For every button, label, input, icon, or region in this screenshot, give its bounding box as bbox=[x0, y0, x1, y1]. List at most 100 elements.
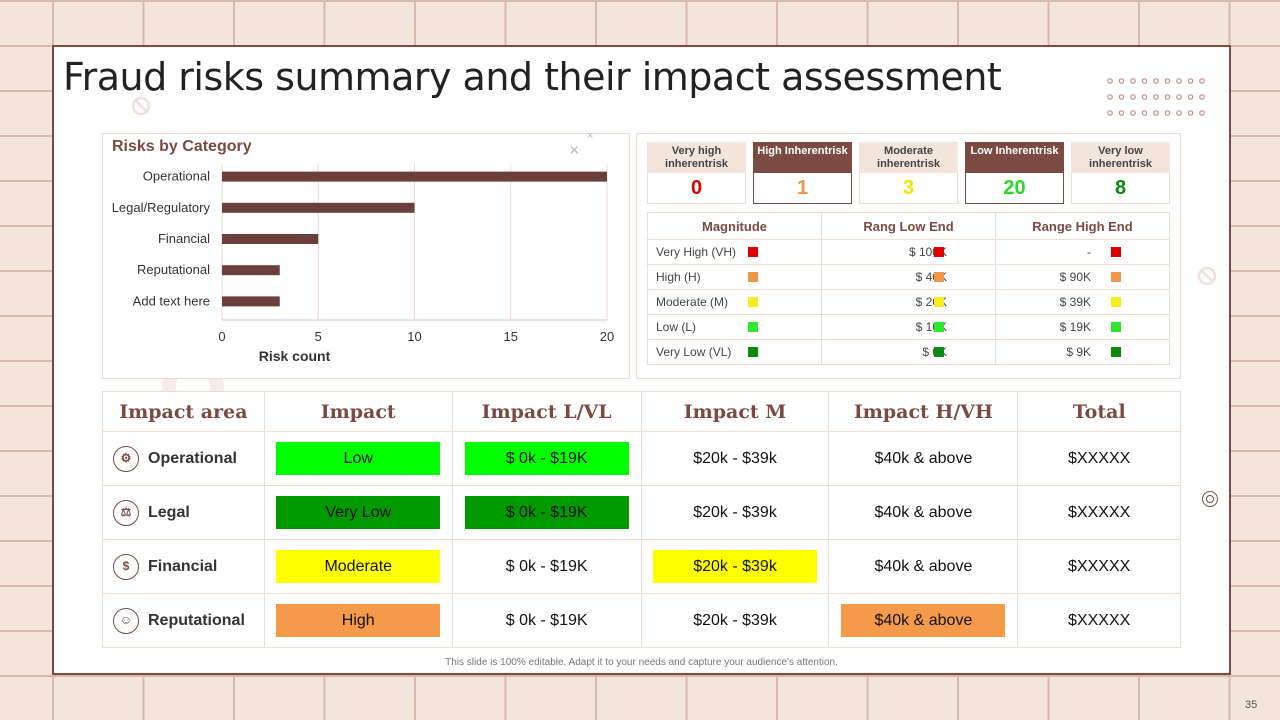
impact-value: High bbox=[276, 604, 441, 637]
gears-icon: ⚙ bbox=[113, 445, 139, 472]
x-tick-label: 0 bbox=[218, 329, 225, 344]
total-cell: $XXXXX bbox=[1017, 431, 1181, 486]
color-swatch bbox=[934, 322, 944, 332]
impact-hvh-cell: $40k & above bbox=[828, 431, 1019, 486]
bar bbox=[222, 296, 280, 307]
impact-row: ☺ Reputational High $ 0k - $19K $20k - $39k $… bbox=[102, 593, 1181, 648]
impact-hvh-value: $40k & above bbox=[874, 449, 973, 467]
page-number: 35 bbox=[1245, 699, 1258, 711]
color-swatch bbox=[934, 247, 944, 257]
user-badge-icon: ☺ bbox=[113, 607, 139, 634]
magnitude-cell: - bbox=[995, 239, 1170, 265]
footer-note: This slide is 100% editable. Adapt it to… bbox=[445, 657, 838, 668]
color-swatch bbox=[1111, 272, 1121, 282]
bar bbox=[222, 234, 319, 244]
impact-m-cell: $20k - $39k bbox=[640, 539, 830, 594]
total-cell: $XXXXX bbox=[1017, 539, 1181, 594]
impact-hvh-cell: $40k & above bbox=[828, 593, 1019, 648]
total-value: $XXXXX bbox=[1068, 611, 1131, 629]
impact-lvl-header: Impact L/VL bbox=[451, 391, 642, 432]
impact-m-cell: $20k - $39k bbox=[640, 485, 830, 540]
magnitude-high-text: - bbox=[1087, 245, 1091, 259]
y-category-label: Financial bbox=[158, 231, 210, 246]
impact-cell: Low bbox=[263, 431, 453, 486]
impact-lvl-value: $ 0k - $19K bbox=[464, 496, 629, 529]
total-cell: $XXXXX bbox=[1017, 485, 1181, 540]
y-category-label: Legal/Regulatory bbox=[112, 200, 211, 215]
risks-by-category-chart: Risks by Category × × 0 5 10 15 20 Operationa… bbox=[102, 130, 630, 379]
impact-lvl-cell: $ 0k - $19K bbox=[451, 485, 642, 540]
color-swatch bbox=[1111, 297, 1121, 307]
risk-level-card: Very high inherentrisk 0 bbox=[647, 142, 746, 204]
risk-level-count: 0 bbox=[647, 173, 746, 204]
magnitude-magnitude-text: Low (L) bbox=[656, 320, 697, 334]
prohibit-decoration-icon bbox=[131, 96, 151, 116]
close-icon: × bbox=[569, 140, 580, 160]
magnitude-cell: Moderate (M) bbox=[647, 289, 822, 315]
impact-lvl-cell: $ 0k - $19K bbox=[451, 593, 642, 648]
scales-icon: ⚖ bbox=[113, 499, 139, 526]
magnitude-range-table: Magnitude Rang Low End Range High End Ve… bbox=[647, 212, 1170, 365]
impact-area-cell: ☺ Reputational bbox=[102, 593, 265, 648]
magnitude-magnitude-text: Moderate (M) bbox=[656, 295, 729, 309]
magnitude-cell: High (H) bbox=[647, 264, 822, 290]
impact-cell: High bbox=[263, 593, 453, 648]
color-swatch bbox=[934, 272, 944, 282]
y-category-label: Add text here bbox=[133, 293, 210, 308]
magnitude-cell: $ 10K bbox=[821, 314, 996, 340]
magnitude-row: Very High (VH) $ 100K - bbox=[647, 239, 1170, 265]
y-category-label: Reputational bbox=[137, 262, 210, 277]
color-swatch bbox=[1111, 347, 1121, 357]
magnitude-row: High (H) $ 40K $ 90K bbox=[647, 264, 1170, 290]
color-swatch bbox=[934, 347, 944, 357]
close-icon: × bbox=[587, 130, 594, 142]
impact-row: ⚙ Operational Low $ 0k - $19K $20k - $39k $40… bbox=[102, 431, 1181, 486]
y-category-label: Operational bbox=[143, 169, 210, 184]
impact-hvh-value: $40k & above bbox=[874, 503, 973, 521]
impact-area-label: Legal bbox=[148, 503, 190, 521]
risk-level-count: 3 bbox=[859, 173, 958, 204]
impact-hvh-cell: $40k & above bbox=[828, 539, 1019, 594]
impact-lvl-cell: $ 0k - $19K bbox=[451, 431, 642, 486]
x-tick-label: 5 bbox=[315, 329, 322, 344]
x-tick-label: 15 bbox=[504, 329, 518, 344]
magnitude-cell: $ 20K bbox=[821, 289, 996, 315]
magnitude-row: Moderate (M) $ 20K $ 39K bbox=[647, 289, 1170, 315]
magnitude-row: Very Low (VL) $ 0K $ 9K bbox=[647, 339, 1170, 365]
impact-m-header: Impact M bbox=[640, 391, 830, 432]
impact-value: Moderate bbox=[276, 550, 441, 583]
x-tick-label: 10 bbox=[407, 329, 421, 344]
money-hand-icon: $ bbox=[113, 553, 139, 580]
risk-level-count: 20 bbox=[965, 173, 1064, 204]
impact-assessment-table: Impact area Impact Impact L/VL Impact M … bbox=[102, 391, 1181, 648]
slide: Fraud risks summary and their impact ass… bbox=[52, 45, 1231, 675]
range-high-header: Range High End bbox=[995, 212, 1170, 240]
color-swatch bbox=[1111, 322, 1121, 332]
risk-level-label: High Inherentrisk bbox=[753, 142, 852, 173]
dot-grid-decoration bbox=[1107, 78, 1205, 116]
magnitude-cell: $ 19K bbox=[995, 314, 1170, 340]
risk-level-label: Low Inherentrisk bbox=[965, 142, 1064, 173]
impact-lvl-value: $ 0k - $19K bbox=[505, 557, 588, 575]
impact-m-cell: $20k - $39k bbox=[640, 431, 830, 486]
impact-area-label: Reputational bbox=[148, 611, 245, 629]
magnitude-high-text: $ 9K bbox=[1066, 345, 1091, 359]
impact-cell: Moderate bbox=[263, 539, 453, 594]
impact-row: ⚖ Legal Very Low $ 0k - $19K $20k - $39k $40k… bbox=[102, 485, 1181, 540]
impact-m-value: $20k - $39k bbox=[693, 503, 777, 521]
impact-m-value: $20k - $39k bbox=[653, 550, 818, 583]
bar bbox=[222, 171, 607, 182]
impact-lvl-value: $ 0k - $19K bbox=[505, 611, 588, 629]
color-swatch bbox=[748, 297, 758, 307]
magnitude-magnitude-text: High (H) bbox=[656, 270, 701, 284]
impact-area-label: Operational bbox=[148, 449, 237, 467]
magnitude-cell: Low (L) bbox=[647, 314, 822, 340]
impact-cell: Very Low bbox=[263, 485, 453, 540]
total-value: $XXXXX bbox=[1068, 557, 1131, 575]
bar-chart: 0 5 10 15 20 Operational Legal/Regulatory Finan… bbox=[112, 164, 614, 364]
inherent-risk-panel: Very high inherentrisk 0 High Inherentrisk… bbox=[636, 133, 1181, 379]
color-swatch bbox=[934, 297, 944, 307]
impact-value: Low bbox=[276, 442, 441, 475]
risk-level-count: 1 bbox=[753, 173, 852, 204]
total-header: Total bbox=[1017, 391, 1181, 432]
